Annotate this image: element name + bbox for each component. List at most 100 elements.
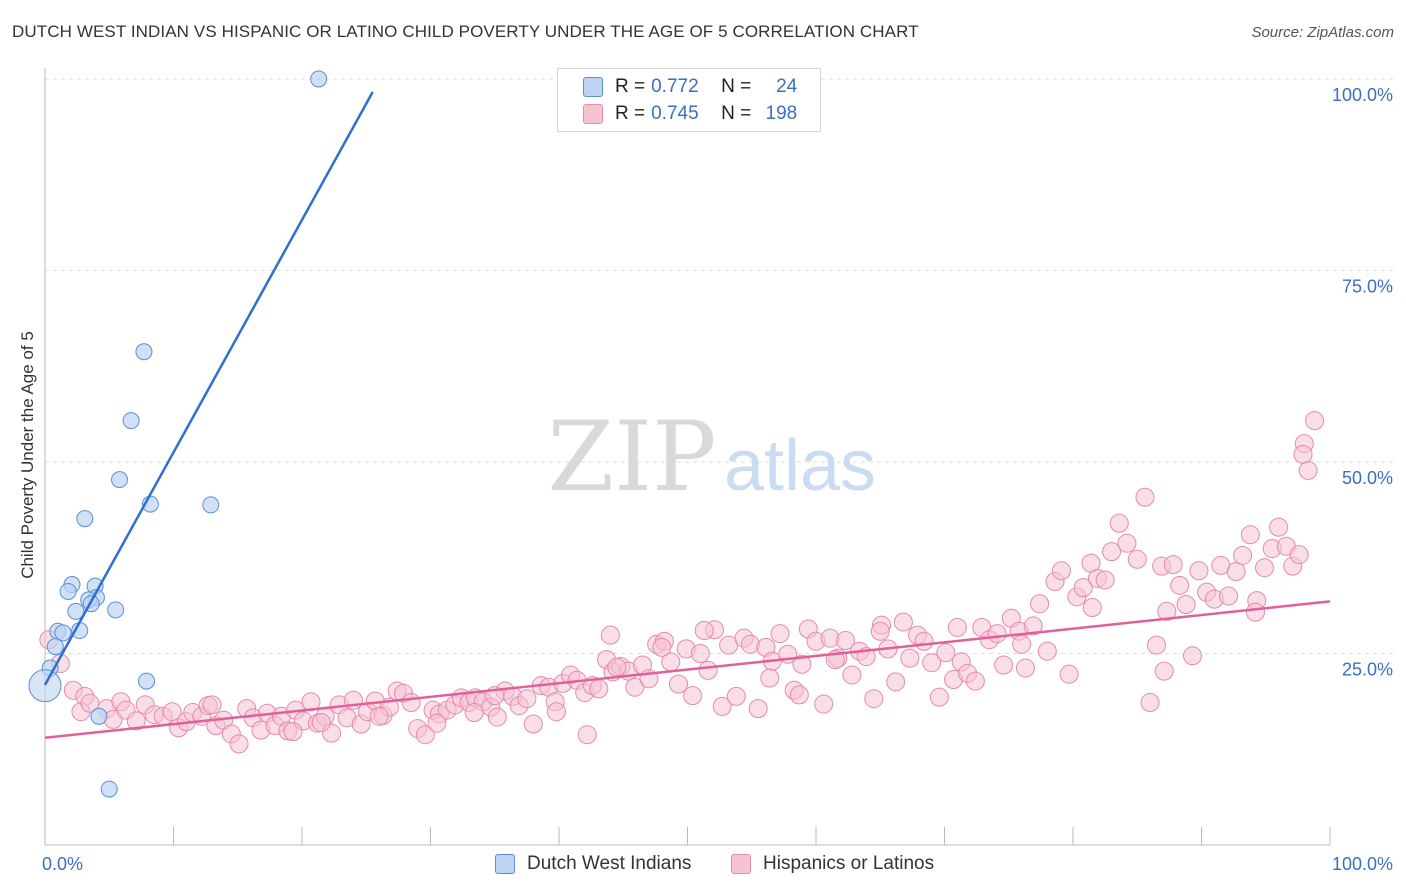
dutch-west-indian-point [28,669,62,703]
hispanic-point [740,634,760,654]
dutch-west-indian-point [135,343,153,361]
hispanic-point [886,672,906,692]
dutch-west-indian-trend-line [43,91,374,686]
correlation-legend: R = 0.772 N = 24 R = 0.745 N = 198 [557,68,821,132]
dutch-west-indian-point [107,601,125,619]
hispanic-point [1082,598,1102,618]
hispanic-point [1289,545,1309,565]
hispanic-point [900,648,920,668]
hispanic-point [401,693,421,713]
trend-lines [43,91,1331,740]
hispanic-point [1154,661,1174,681]
hispanic-point [427,713,447,733]
hispanic-point [415,725,435,745]
hispanic-point [546,702,566,722]
hispanic-point [1030,594,1050,614]
hispanic-point [994,655,1014,675]
hispanic-point [1226,562,1246,582]
hispanic-point [162,702,182,722]
hispanic-point [577,725,597,745]
hispanic-point [607,657,627,677]
hispanic-point [1305,411,1325,431]
hispanic-point [712,696,732,716]
pink-swatch-icon [731,854,751,874]
x-tick-label: 0.0% [42,854,83,874]
hispanic-point [836,630,856,650]
hispanic-point [936,643,956,663]
n-label: N = [721,76,752,97]
hispanic-point [1135,487,1155,507]
tick-labels: 25.0% 50.0% 75.0% 100.0% 0.0% 100.0% [42,85,1393,874]
dutch-west-indian-point [122,412,140,430]
hispanic-point [1095,570,1115,590]
hispanic-point [893,612,913,632]
hispanic-point [760,668,780,688]
hispanic-point [1163,555,1183,575]
r-label: R = [615,103,646,124]
hispanic-point [694,621,714,641]
r-value: 0.745 [651,103,699,124]
dutch-west-indian-point [59,582,77,600]
watermark-atlas: atlas [724,426,876,506]
hispanic-point [1127,549,1147,569]
hispanic-point [1298,460,1318,480]
n-value: 198 [765,103,798,124]
legend-row-hispanic: R = 0.745 N = 198 [583,101,797,127]
hispanic-point [369,706,389,726]
hispanic-point [517,689,537,709]
pink-swatch-icon [583,104,603,124]
hispanic-point [1233,545,1253,565]
hispanic-point [669,674,689,694]
hispanic-point [464,702,484,722]
y-tick-label: 100.0% [1332,85,1393,105]
hispanic-point [1109,513,1129,533]
hispanic-point [1245,602,1265,622]
legend-row-dutch: R = 0.772 N = 24 [583,74,797,100]
axes [44,68,1331,846]
hispanic-point [229,734,249,754]
hispanic-point [683,686,703,706]
legend-label: Hispanics or Latinos [763,853,935,874]
dutch-west-indian-points [28,70,328,798]
dutch-west-indian-point [100,780,118,798]
hispanic-point [698,660,718,680]
hispanic-point [1059,664,1079,684]
hispanic-point [690,644,710,663]
dutch-west-indian-point [46,638,64,656]
hispanic-point [870,621,890,641]
hispanic-point [652,637,672,657]
hispanic-point [1023,616,1043,636]
dutch-west-indian-point [76,510,94,528]
hispanic-point [842,665,862,685]
hispanic-point [600,625,620,645]
dutch-west-indian-point [67,602,85,620]
hispanic-point [1176,594,1196,614]
hispanic-point [1170,575,1190,595]
hispanic-point [589,679,609,699]
legend-item-dutch-west-indians[interactable]: Dutch West Indians [495,852,691,876]
hispanic-point [814,694,834,714]
hispanic-point [1140,693,1160,713]
legend-label: Dutch West Indians [527,853,692,874]
y-tick-label: 25.0% [1342,660,1393,680]
n-label: N = [721,103,752,124]
hispanic-point [726,686,746,706]
x-tick-label: 100.0% [1332,854,1393,874]
hispanic-point [929,687,949,707]
hispanic-point [1102,542,1122,562]
hispanic-point [1073,578,1093,598]
hispanic-point [914,631,934,651]
hispanic-point [1293,444,1313,464]
watermark: ZIP atlas [547,401,876,513]
hispanic-point [625,677,645,697]
dutch-west-indian-point [90,707,108,725]
hispanic-point [1254,558,1274,578]
dutch-west-indian-point [111,471,129,489]
dutch-west-indian-point [202,496,220,514]
y-tick-label: 50.0% [1342,468,1393,488]
r-label: R = [615,76,646,97]
legend-item-hispanics-or-latinos[interactable]: Hispanics or Latinos [731,852,934,876]
dutch-west-indian-point [310,70,328,88]
r-value: 0.772 [651,76,699,97]
hispanic-point [987,624,1007,644]
